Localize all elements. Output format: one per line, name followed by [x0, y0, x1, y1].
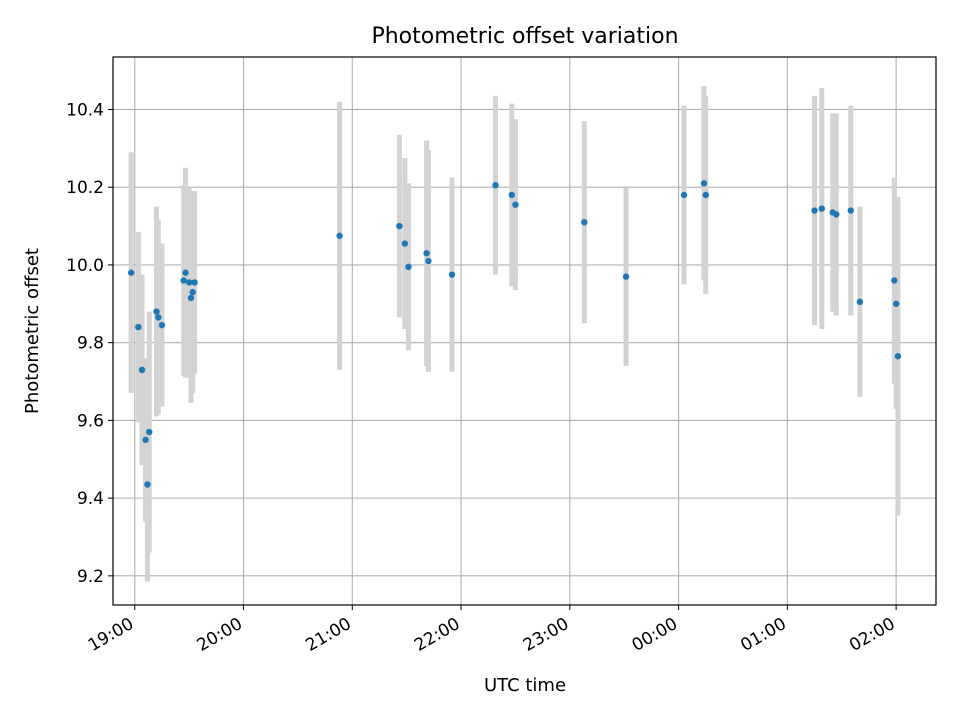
data-point — [856, 298, 864, 306]
data-point — [187, 294, 195, 302]
y-tick-label: 10.2 — [66, 178, 104, 198]
data-point — [142, 436, 149, 444]
data-point — [336, 232, 343, 239]
data-point — [892, 300, 900, 307]
data-point — [700, 180, 708, 187]
data-point — [189, 288, 196, 296]
data-point — [818, 205, 825, 212]
data-point — [891, 277, 898, 284]
data-point — [155, 314, 162, 321]
data-point — [405, 263, 412, 271]
data-point — [425, 257, 432, 265]
data-point — [622, 273, 630, 280]
y-tick-label: 9.8 — [77, 334, 104, 354]
data-point — [894, 353, 902, 360]
data-point — [191, 279, 198, 286]
data-point — [423, 250, 430, 257]
data-point — [158, 321, 166, 329]
data-point — [512, 201, 519, 208]
data-point — [833, 211, 840, 218]
y-tick-label: 10.0 — [66, 256, 104, 276]
data-point — [508, 191, 516, 199]
data-point — [448, 271, 456, 278]
data-point — [180, 277, 187, 284]
data-point — [127, 269, 135, 276]
data-point — [153, 308, 160, 315]
y-tick-label: 10.4 — [66, 100, 104, 120]
data-point — [144, 481, 151, 488]
grid — [113, 57, 936, 605]
x-axis-label: UTC time — [484, 675, 566, 696]
data-points — [127, 180, 902, 488]
y-tick-label: 9.4 — [77, 489, 104, 509]
data-point — [146, 428, 153, 436]
data-point — [492, 182, 499, 189]
data-point — [811, 207, 818, 214]
y-tick-label: 9.2 — [77, 567, 104, 587]
data-point — [138, 366, 146, 374]
data-point — [702, 191, 709, 199]
data-point — [401, 240, 409, 247]
y-axis-ticks: 9.2 9.4 9.6 9.8 10.0 10.2 10.4 — [66, 100, 113, 587]
data-point — [135, 323, 142, 331]
y-tick-label: 9.6 — [77, 411, 104, 431]
data-point — [182, 269, 189, 276]
y-axis-label: Photometric offset — [22, 248, 43, 414]
data-point — [396, 222, 403, 230]
chart-title: Photometric offset variation — [371, 24, 678, 49]
data-point — [185, 279, 193, 286]
data-point — [680, 191, 688, 199]
plot-frame — [112, 56, 937, 606]
data-point — [847, 207, 854, 214]
data-point — [581, 218, 588, 226]
